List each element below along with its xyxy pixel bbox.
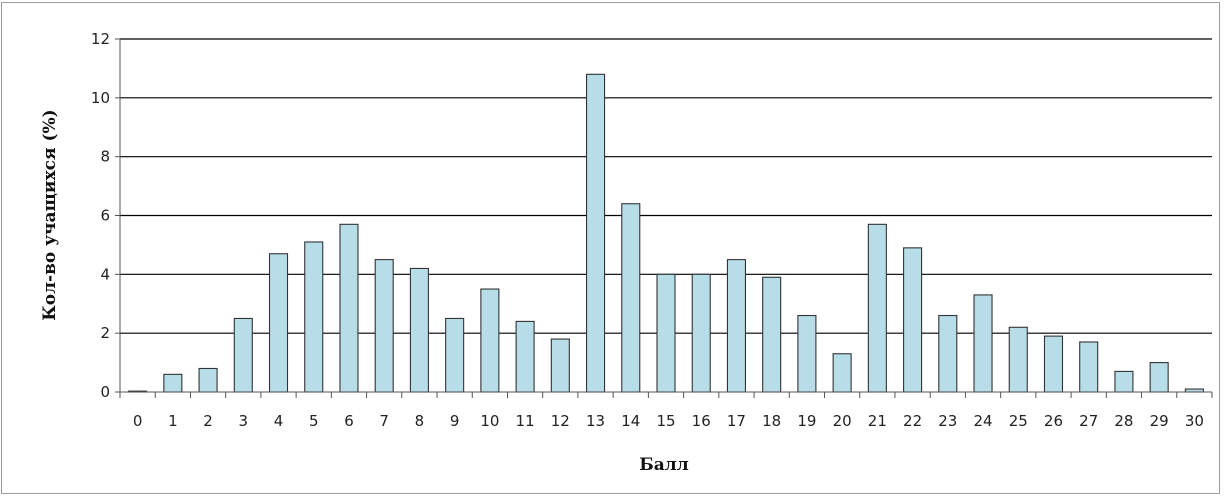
x-tick-label: 20 bbox=[833, 412, 852, 430]
bar-14 bbox=[621, 203, 641, 393]
x-tick-label: 15 bbox=[656, 412, 675, 430]
x-tick-label: 16 bbox=[692, 412, 711, 430]
bar-9 bbox=[445, 317, 465, 393]
bar-26 bbox=[1043, 335, 1064, 393]
axes bbox=[115, 38, 1213, 398]
y-tick-label: 8 bbox=[100, 148, 110, 166]
x-tick-label: 9 bbox=[450, 412, 460, 430]
bar-17 bbox=[726, 259, 747, 393]
x-tick-label: 21 bbox=[868, 412, 887, 430]
bar-24 bbox=[973, 294, 993, 393]
y-tick-label: 2 bbox=[100, 324, 110, 342]
x-tick-label: 6 bbox=[344, 412, 354, 430]
y-tick-label: 6 bbox=[100, 207, 110, 225]
x-tick-label: 27 bbox=[1079, 412, 1098, 430]
bar-29 bbox=[1149, 362, 1169, 393]
x-tick-label: 25 bbox=[1009, 412, 1028, 430]
x-axis-title: Балл bbox=[639, 455, 689, 475]
x-tick-label: 29 bbox=[1150, 412, 1169, 430]
bar-13 bbox=[585, 73, 606, 393]
y-tick-label: 0 bbox=[100, 383, 110, 401]
bar-18 bbox=[762, 276, 782, 393]
x-tick-label: 28 bbox=[1114, 412, 1133, 430]
bar-3 bbox=[233, 317, 253, 393]
bar-25 bbox=[1008, 326, 1028, 393]
bar-8 bbox=[409, 267, 429, 393]
x-tick-label: 17 bbox=[727, 412, 746, 430]
x-tick-label: 11 bbox=[516, 412, 535, 430]
bar-4 bbox=[268, 253, 289, 393]
x-tick-label: 24 bbox=[973, 412, 992, 430]
x-tick-label: 0 bbox=[133, 412, 143, 430]
x-tick-label: 2 bbox=[203, 412, 213, 430]
x-tick-label: 14 bbox=[621, 412, 640, 430]
x-tick-label: 3 bbox=[239, 412, 249, 430]
x-tick-label: 30 bbox=[1185, 412, 1204, 430]
bar-12 bbox=[550, 338, 570, 393]
y-tick-label: 10 bbox=[91, 89, 110, 107]
y-tick-labels: 0 2 4 6 8 10 12 bbox=[91, 30, 110, 401]
bars bbox=[128, 73, 1204, 393]
bar-10 bbox=[480, 288, 500, 393]
x-tick-labels: 0 1 2 3 4 5 6 7 8 9 10 11 12 13 14 15 16 17 18 19 20 21 22 23 24… bbox=[133, 412, 1204, 430]
x-tick-label: 8 bbox=[415, 412, 425, 430]
bar-15 bbox=[656, 273, 676, 393]
bar-19 bbox=[797, 314, 817, 393]
bar-21 bbox=[867, 223, 887, 393]
bar-5 bbox=[304, 241, 324, 393]
x-tick-label: 22 bbox=[903, 412, 922, 430]
gridlines bbox=[120, 38, 1212, 334]
bar-23 bbox=[938, 314, 958, 393]
bar-27 bbox=[1079, 341, 1099, 393]
x-tick-label: 10 bbox=[480, 412, 499, 430]
y-tick-label: 12 bbox=[91, 30, 110, 48]
x-tick-label: 4 bbox=[274, 412, 284, 430]
x-tick-label: 23 bbox=[938, 412, 957, 430]
bar-7 bbox=[374, 259, 394, 393]
bar-16 bbox=[691, 273, 711, 393]
bar-1 bbox=[163, 373, 183, 393]
x-tick-label: 18 bbox=[762, 412, 781, 430]
x-tick-label: 12 bbox=[551, 412, 570, 430]
bar-20 bbox=[832, 353, 852, 393]
x-tick-label: 5 bbox=[309, 412, 319, 430]
x-tick-label: 13 bbox=[586, 412, 605, 430]
x-tick-label: 1 bbox=[168, 412, 178, 430]
y-axis-title: Кол-во учащихся (%) bbox=[40, 109, 60, 320]
bar-2 bbox=[198, 367, 218, 393]
x-tick-label: 19 bbox=[797, 412, 816, 430]
bar-22 bbox=[903, 247, 923, 393]
x-tick-label: 26 bbox=[1044, 412, 1063, 430]
bar-6 bbox=[339, 223, 359, 393]
bar-28 bbox=[1114, 370, 1134, 393]
y-tick-label: 4 bbox=[100, 265, 110, 283]
bar-11 bbox=[515, 320, 535, 393]
x-tick-label: 7 bbox=[379, 412, 389, 430]
